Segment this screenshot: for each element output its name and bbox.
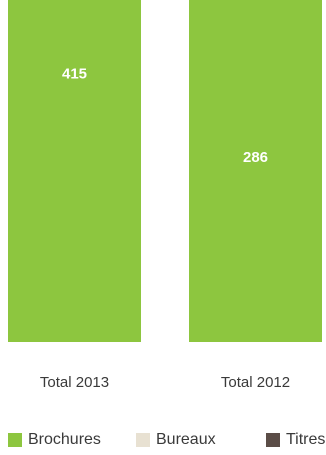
bar-total-2013-brochures [8,0,141,342]
value-label-total-2012-brochures: 286 [243,149,268,166]
legend-swatch-bureaux [136,433,150,447]
stacked-bar-chart: 4152371 818Total 20132862191 876Total 20… [8,0,322,391]
bar-total-2012-brochures [189,0,322,342]
legend-label-brochures: Brochures [28,431,101,448]
category-label-total-2013: Total 2013 [40,374,109,391]
category-label-total-2012: Total 2012 [221,374,290,391]
legend-item-bureaux: Bureaux [136,430,216,450]
legend-swatch-titres [266,433,280,447]
legend-label-bureaux: Bureaux [156,431,216,448]
value-label-total-2013-brochures: 415 [62,65,87,82]
legend-swatch-brochures [8,433,22,447]
legend-item-titres: Titres [266,430,325,450]
legend-item-brochures: Brochures [8,430,101,450]
legend-label-titres: Titres [286,431,326,448]
